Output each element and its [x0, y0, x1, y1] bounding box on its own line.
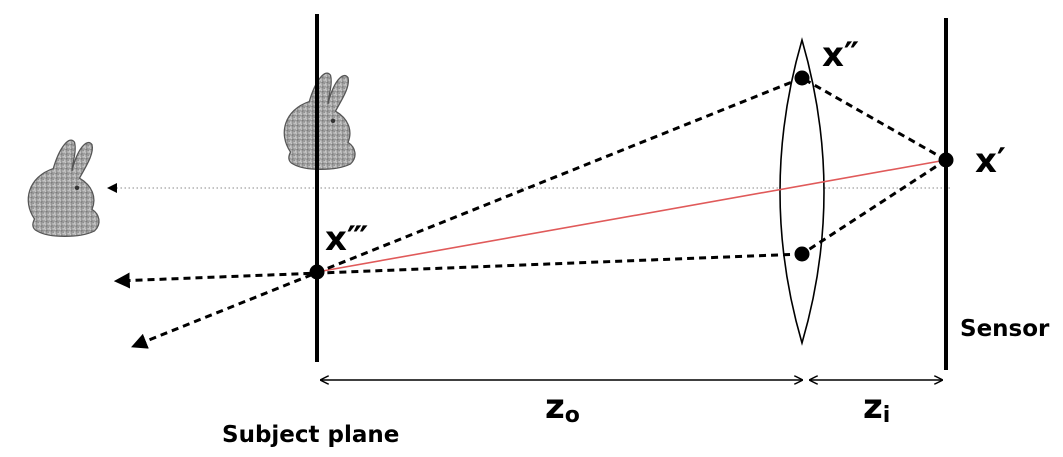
- point-x-double-prime: [794, 70, 810, 86]
- label-x-double-prime: x″: [822, 35, 859, 75]
- dashed-rays: [113, 76, 947, 349]
- label-sensor: Sensor: [960, 316, 1050, 342]
- point-x-lower-lens: [794, 246, 810, 262]
- label-x-prime: x′: [975, 141, 1006, 181]
- label-subject-plane: Subject plane: [222, 422, 399, 448]
- bunny-icon: [27, 139, 100, 238]
- point-x-triple-prime: [309, 264, 325, 280]
- point-x-prime: [938, 152, 954, 168]
- bunny-icon: [283, 72, 356, 171]
- label-x-triple-prime: x‴: [325, 219, 368, 259]
- label-z-o: zo: [545, 387, 580, 428]
- chief-ray: [316, 159, 947, 273]
- label-z-i: zi: [863, 387, 890, 428]
- lens: [779, 37, 825, 346]
